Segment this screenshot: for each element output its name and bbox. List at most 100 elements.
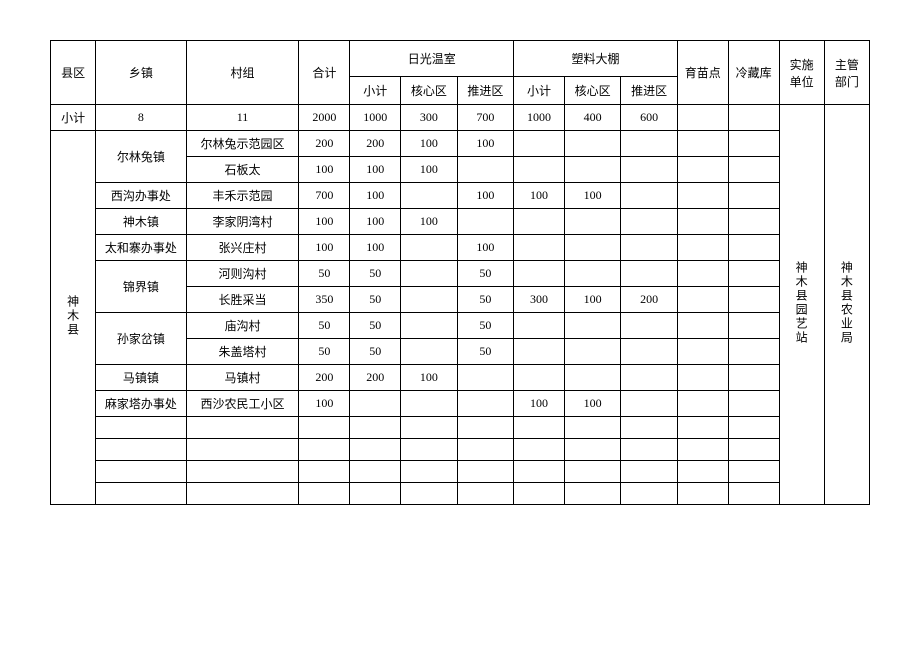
subtotal-gh-subtotal: 1000 (350, 105, 401, 131)
ps-core-cell: 100 (564, 287, 620, 313)
gh-core-cell (401, 391, 457, 417)
township-cell: 西沟办事处 (96, 183, 186, 209)
header-total: 合计 (299, 41, 350, 105)
gh-promo-cell (457, 209, 513, 235)
gh-subtotal-cell: 100 (350, 183, 401, 209)
ps-core-cell (564, 339, 620, 365)
gh-core-cell: 100 (401, 157, 457, 183)
total-cell: 700 (299, 183, 350, 209)
header-ps-promo: 推进区 (621, 77, 677, 105)
nursery-cell (677, 287, 728, 313)
header-cold-storage: 冷藏库 (728, 41, 779, 105)
township-cell: 孙家岔镇 (96, 313, 186, 365)
ps-subtotal-cell (514, 235, 565, 261)
total-cell: 50 (299, 261, 350, 287)
gh-promo-cell: 50 (457, 313, 513, 339)
header-impl-unit: 实施单位 (779, 41, 824, 105)
subtotal-township-count: 8 (96, 105, 186, 131)
header-nursery: 育苗点 (677, 41, 728, 105)
village-cell: 张兴庄村 (186, 235, 299, 261)
ps-promo-cell (621, 461, 677, 483)
header-supervisor: 主管部门 (824, 41, 869, 105)
village-cell: 尔林兔示范园区 (186, 131, 299, 157)
ps-core-cell: 100 (564, 391, 620, 417)
blank-row (51, 439, 870, 461)
nursery-cell (677, 261, 728, 287)
table-row: 西沟办事处丰禾示范园700100100100100 (51, 183, 870, 209)
subtotal-total: 2000 (299, 105, 350, 131)
nursery-cell (677, 483, 728, 505)
ps-core-cell (564, 365, 620, 391)
gh-subtotal-cell: 50 (350, 313, 401, 339)
gh-core-cell: 100 (401, 365, 457, 391)
cold-storage-cell (728, 157, 779, 183)
subtotal-village-count: 11 (186, 105, 299, 131)
gh-promo-cell (457, 365, 513, 391)
total-cell (299, 461, 350, 483)
impl-unit-name: 神木县园艺站 (793, 261, 810, 345)
cold-storage-cell (728, 439, 779, 461)
ps-promo-cell (621, 483, 677, 505)
ps-promo-cell (621, 339, 677, 365)
gh-subtotal-cell (350, 483, 401, 505)
gh-subtotal-cell (350, 417, 401, 439)
ps-subtotal-cell (514, 365, 565, 391)
ps-subtotal-cell (514, 131, 565, 157)
total-cell: 350 (299, 287, 350, 313)
township-cell (96, 483, 186, 505)
total-cell: 100 (299, 157, 350, 183)
gh-promo-cell (457, 157, 513, 183)
gh-core-cell (401, 313, 457, 339)
ps-core-cell (564, 461, 620, 483)
table-row: 太和寨办事处张兴庄村100100100 (51, 235, 870, 261)
header-ps-core: 核心区 (564, 77, 620, 105)
nursery-cell (677, 461, 728, 483)
ps-subtotal-cell (514, 461, 565, 483)
township-cell (96, 439, 186, 461)
gh-promo-cell (457, 439, 513, 461)
township-cell: 神木镇 (96, 209, 186, 235)
total-cell: 50 (299, 339, 350, 365)
nursery-cell (677, 209, 728, 235)
gh-core-cell: 100 (401, 209, 457, 235)
header-greenhouse: 日光温室 (350, 41, 514, 77)
subtotal-gh-promo: 700 (457, 105, 513, 131)
nursery-cell (677, 391, 728, 417)
ps-subtotal-cell (514, 261, 565, 287)
gh-subtotal-cell: 100 (350, 209, 401, 235)
ps-subtotal-cell: 300 (514, 287, 565, 313)
gh-subtotal-cell: 200 (350, 131, 401, 157)
gh-core-cell (401, 461, 457, 483)
cold-storage-cell (728, 483, 779, 505)
subtotal-label: 小计 (51, 105, 96, 131)
village-cell (186, 417, 299, 439)
table-header: 县区 乡镇 村组 合计 日光温室 塑料大棚 育苗点 冷藏库 实施单位 主管部门 … (51, 41, 870, 105)
ps-core-cell (564, 261, 620, 287)
ps-promo-cell (621, 235, 677, 261)
table-body: 小计811200010003007001000400600神木县园艺站神木县农业… (51, 105, 870, 505)
gh-subtotal-cell: 100 (350, 235, 401, 261)
gh-subtotal-cell: 50 (350, 339, 401, 365)
supervisor-cell: 神木县农业局 (824, 105, 869, 505)
cold-storage-cell (728, 461, 779, 483)
ps-core-cell: 100 (564, 183, 620, 209)
township-cell: 麻家塔办事处 (96, 391, 186, 417)
blank-row (51, 461, 870, 483)
supervisor-name: 神木县农业局 (838, 261, 855, 345)
table-row: 马镇镇马镇村200200100 (51, 365, 870, 391)
nursery-cell (677, 417, 728, 439)
ps-promo-cell (621, 313, 677, 339)
village-cell: 西沙农民工小区 (186, 391, 299, 417)
gh-core-cell: 100 (401, 131, 457, 157)
ps-subtotal-cell (514, 417, 565, 439)
gh-promo-cell (457, 417, 513, 439)
nursery-cell (677, 439, 728, 461)
ps-core-cell (564, 235, 620, 261)
ps-promo-cell (621, 439, 677, 461)
blank-row (51, 483, 870, 505)
blank-row (51, 417, 870, 439)
gh-core-cell (401, 183, 457, 209)
header-ps-subtotal: 小计 (514, 77, 565, 105)
village-cell (186, 439, 299, 461)
gh-subtotal-cell: 200 (350, 365, 401, 391)
